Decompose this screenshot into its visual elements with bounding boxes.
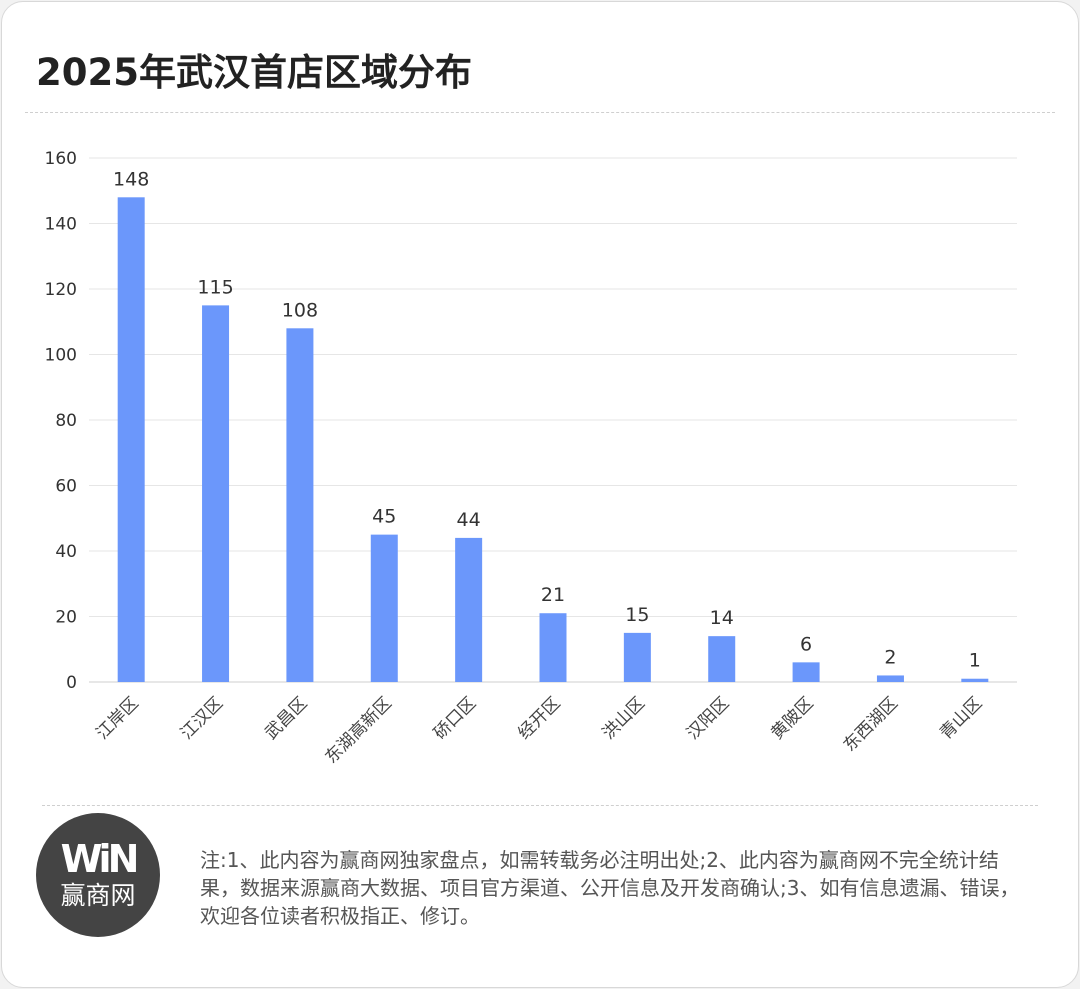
y-tick-label: 40 [55, 542, 77, 562]
data-label: 15 [625, 604, 649, 626]
bar [961, 678, 989, 682]
divider [25, 112, 1055, 113]
bar [117, 197, 145, 683]
y-tick-label: 0 [66, 673, 77, 693]
logo-mark: WiN [60, 837, 140, 881]
data-label: 6 [800, 633, 812, 655]
data-label: 148 [113, 168, 149, 190]
data-label: 44 [457, 509, 481, 531]
bar [202, 305, 230, 682]
x-tick-label: 青山区 [936, 693, 986, 743]
x-tick-label: 东湖高新区 [322, 693, 396, 767]
bar [539, 613, 567, 682]
bar-chart: 020406080100120140160148江岸区115江汉区108武昌区4… [45, 149, 1017, 768]
bar [455, 537, 483, 682]
x-tick-label: 江岸区 [93, 693, 143, 743]
y-tick-label: 80 [55, 411, 77, 431]
data-label: 1 [969, 650, 981, 672]
x-tick-label: 硚口区 [430, 693, 480, 743]
logo: WiN 赢商网 [36, 813, 160, 937]
y-tick-label: 160 [45, 149, 77, 169]
bar [286, 328, 314, 682]
y-tick-label: 140 [45, 215, 77, 235]
x-tick-label: 武昌区 [261, 693, 311, 743]
x-tick-label: 经开区 [514, 693, 564, 743]
x-tick-label: 黄陂区 [767, 693, 817, 743]
x-tick-label: 东西湖区 [840, 693, 902, 755]
x-tick-label: 汉阳区 [683, 693, 733, 743]
logo-name: 赢商网 [60, 881, 136, 910]
data-label: 115 [197, 276, 233, 298]
bar [370, 534, 398, 682]
bar [708, 636, 736, 682]
footnote: 注:1、此内容为赢商网独家盘点，如需转载务必注明出处;2、此内容为赢商网不完全统… [200, 848, 1020, 928]
data-label: 45 [372, 506, 396, 528]
y-tick-label: 100 [45, 346, 77, 366]
bar [876, 675, 904, 682]
bar [792, 662, 820, 682]
data-label: 108 [282, 299, 318, 321]
bar [623, 632, 651, 682]
data-label: 21 [541, 584, 565, 606]
data-label: 14 [710, 607, 734, 629]
x-tick-label: 江汉区 [177, 693, 227, 743]
y-tick-label: 120 [45, 280, 77, 300]
y-tick-label: 60 [55, 477, 77, 497]
y-tick-label: 20 [55, 608, 77, 628]
data-label: 2 [884, 646, 896, 668]
page-title: 2025年武汉首店区域分布 [36, 51, 472, 94]
divider [42, 805, 1038, 806]
x-tick-label: 洪山区 [599, 693, 649, 743]
